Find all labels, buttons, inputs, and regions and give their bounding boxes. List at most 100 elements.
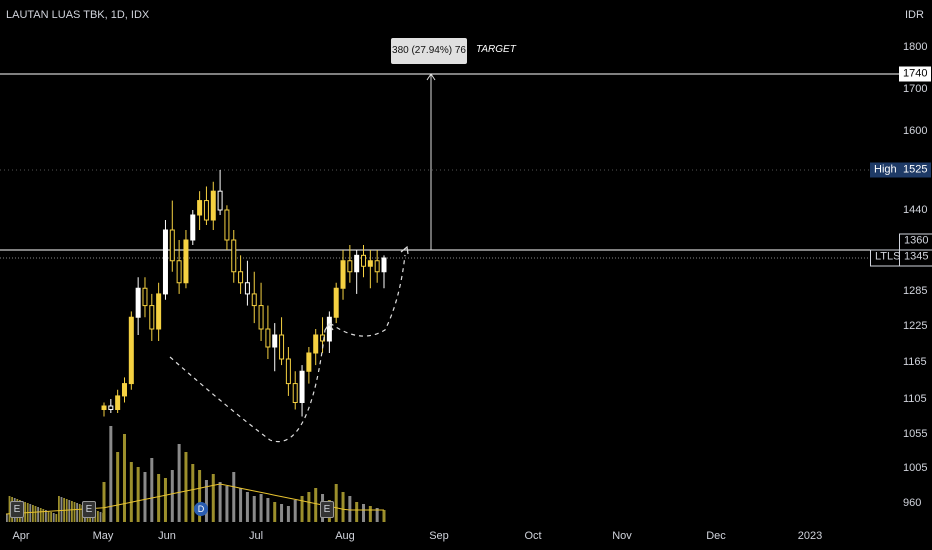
candle-body [258,305,264,330]
symbol-title: LAUTAN LUAS TBK, 1D, IDX [6,9,150,21]
candle-body [176,260,182,284]
candle-body [128,316,134,385]
volume-bar [99,512,102,522]
y-tick-label: 1105 [903,393,927,405]
earnings-event-icon[interactable]: E [82,501,96,518]
candle-body [354,254,360,273]
volume-bar [8,496,11,522]
volume-bar [37,507,39,522]
volume-bar [170,470,174,522]
x-tick-label: Oct [524,530,542,542]
volume-bar [252,496,256,522]
volume-bar [136,467,140,522]
volume-bar [52,513,55,522]
volume-bar [232,472,236,522]
volume-bar [163,478,167,522]
volume-bar [50,512,52,522]
x-tick-label: Apr [12,530,30,542]
candle-body [101,405,107,410]
volume-bar [355,502,359,522]
volume-bar [280,504,284,522]
volume-bar [116,452,120,522]
candle-body [313,334,319,354]
volume-bar [45,510,47,522]
candle-body [367,260,373,267]
candle-body [272,334,278,348]
volume-bar [225,486,229,522]
y-tick-label: 960 [903,497,922,509]
candle-body [333,287,339,318]
currency-label: IDR [905,9,924,21]
target-price-tag: 1740 [899,66,932,82]
volume-bar [266,498,270,522]
volume-bar [150,458,154,522]
candle-body [279,334,285,360]
candle-body [217,190,223,211]
volume-bar [97,511,99,522]
candle-body [169,229,175,262]
x-tick-label: Nov [612,530,632,542]
x-tick-label: 2023 [797,530,823,542]
volume-bar [245,492,249,522]
volume-bar [307,492,311,522]
volume-bar [362,504,366,522]
volume-bar [58,496,60,522]
candle-body [299,370,305,403]
volume-bar [204,480,208,522]
volume-bar [6,514,8,522]
candle-body [244,282,250,295]
volume-bar [300,496,304,522]
cup-arrowhead [324,322,334,331]
candle-body [231,239,237,273]
candle-body [251,293,257,307]
y-tick-label: 1800 [903,41,928,53]
high-price-tag: 1525 [899,162,932,178]
volume-bar [368,506,372,522]
candle-body [292,383,298,404]
volume-bar [334,484,338,522]
volume-bar [129,462,133,522]
earnings-event-icon[interactable]: E [10,501,24,518]
volume-bar [382,510,386,522]
volume-bar [47,511,50,522]
volume-bar [68,500,71,522]
volume-bar [39,508,42,522]
handle-curve [329,254,406,337]
candle-body [326,316,332,342]
x-tick-label: May [92,530,114,542]
volume-bar [198,470,202,522]
x-tick-label: Sep [429,530,449,542]
candle-body [347,260,353,273]
earnings-event-icon[interactable]: E [320,501,334,518]
volume-bar [143,472,147,522]
volume-bar [71,501,73,522]
volume-bar [341,492,345,522]
candle-body [210,190,216,221]
candle-body [190,214,196,241]
symbol-tag: LTLS [870,249,906,267]
y-tick-label: 1600 [903,125,928,137]
candle-body [115,395,121,410]
volume-bar [184,452,188,522]
y-tick-label: 1440 [903,204,928,216]
volume-bar [375,508,379,522]
candle-body [162,229,168,295]
volume-bar [29,504,32,522]
candle-body [203,200,209,221]
candle-body [183,239,189,284]
last-price-tag: 1345 [899,249,932,267]
high-tag-label: High [870,162,901,178]
volume-bar [286,506,290,522]
target-arrowhead [426,73,436,81]
candle-body [197,200,203,216]
dividend-event-icon[interactable]: D [194,502,208,516]
x-tick-label: Jun [158,530,176,542]
measure-tooltip[interactable]: 380 (27.94%) 76 [391,38,467,64]
volume-bar [293,500,297,522]
volume-ma-line [5,483,384,515]
y-tick-label: 1285 [903,285,928,297]
candle-body [108,405,114,410]
candle-body [285,358,291,385]
y-tick-label: 1165 [903,356,927,368]
